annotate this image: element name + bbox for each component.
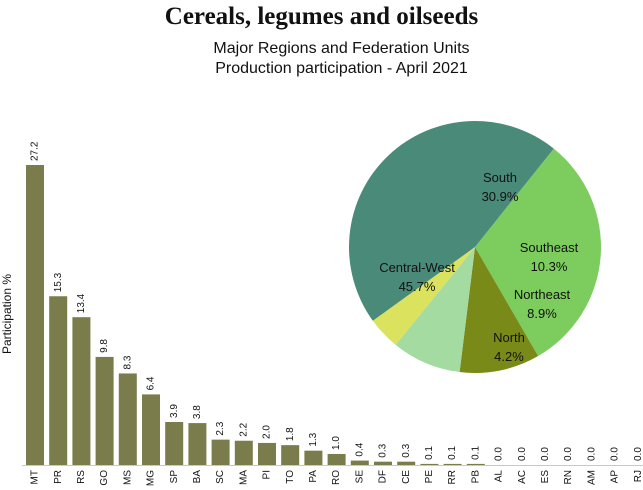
- bar-CE: [397, 461, 416, 465]
- x-tick-label: RR: [447, 470, 458, 484]
- pie-slice-southeast: [459, 247, 539, 373]
- pie-slice-value: 45.7%: [399, 279, 436, 294]
- bar-value-label: 8.3: [122, 355, 133, 369]
- bar-value-label: 0.4: [354, 442, 365, 456]
- bar-value-label: 1.8: [285, 427, 296, 441]
- bar-value-label: 0.1: [424, 446, 435, 460]
- bar-RS: [72, 317, 91, 465]
- bar-value-label: 0.0: [610, 447, 621, 461]
- bar-DF: [374, 461, 392, 465]
- chart-title: Cereals, legumes and oilseeds: [164, 3, 479, 30]
- bar-value-label: 0.0: [586, 447, 597, 461]
- pie-slice-label: South: [483, 170, 517, 185]
- bar-BA: [188, 423, 207, 465]
- pie-slice-value: 10.3%: [531, 259, 568, 274]
- x-tick-label: MS: [122, 470, 133, 485]
- bar-RO: [327, 453, 346, 465]
- pie-slice-northeast: [395, 247, 475, 373]
- x-tick-label: TO: [285, 470, 296, 484]
- bar-PA: [304, 450, 323, 465]
- bar-value-label: 2.0: [262, 425, 273, 439]
- bar-value-label: 2.3: [215, 421, 226, 435]
- bar-value-label: 2.2: [238, 422, 249, 436]
- x-tick-label: AP: [610, 470, 621, 484]
- bar-value-label: 27.2: [30, 141, 41, 161]
- x-tick-label: RS: [76, 470, 87, 484]
- x-tick-label: GO: [99, 470, 110, 486]
- bar-value-label: 15.3: [53, 272, 64, 292]
- bar-value-label: 0.0: [540, 447, 551, 461]
- bar-GO: [95, 356, 114, 465]
- x-tick-label: AM: [586, 470, 597, 485]
- x-tick-label: SP: [169, 470, 180, 484]
- x-tick-label: SE: [354, 470, 365, 484]
- pie-slice-north: [372, 247, 475, 345]
- bar-SP: [165, 421, 184, 465]
- bar-TO: [281, 445, 300, 465]
- x-tick-label: DF: [378, 470, 389, 483]
- x-tick-label: PB: [470, 470, 481, 484]
- bar-value-label: 1.3: [308, 432, 319, 446]
- bar-MA: [234, 440, 253, 465]
- bar-MS: [118, 373, 137, 465]
- x-tick-label: MA: [238, 470, 249, 485]
- bar-value-label: 0.1: [470, 446, 481, 460]
- pie-slice-label: Central-West: [379, 260, 455, 275]
- x-tick-label: RO: [331, 470, 342, 485]
- bar-SC: [211, 439, 230, 465]
- x-tick-label: RN: [563, 470, 574, 484]
- bar-RR: [443, 463, 462, 465]
- pie-chart: South 30.9% Southeast 10.3% Northeast 8.9%Nor…: [349, 121, 602, 373]
- x-tick-label: MT: [30, 470, 41, 484]
- x-tick-label: RJ: [633, 470, 643, 482]
- bar-value-label: 0.0: [517, 447, 528, 461]
- x-tick-label: MG: [146, 470, 157, 486]
- x-tick-label: BA: [192, 470, 203, 484]
- pie-slice-label: Southeast: [520, 240, 579, 255]
- bar-value-label: 0.3: [401, 443, 412, 457]
- pie-slice-value: 8.9%: [527, 306, 557, 321]
- bar-value-label: 0.1: [447, 446, 458, 460]
- bar-value-label: 3.8: [192, 405, 203, 419]
- bar-PI: [258, 442, 276, 465]
- pie-slice-label: North: [493, 330, 525, 345]
- pie-slice-central-west: [349, 121, 554, 321]
- bar-value-label: 9.8: [99, 339, 110, 353]
- bar-PE: [420, 463, 439, 465]
- bar-value-label: 13.4: [76, 293, 87, 313]
- chart-subtitle-line-2: Production participation - April 2021: [215, 60, 468, 77]
- bar-value-label: 1.0: [331, 436, 342, 450]
- pie-slice-label: Northeast: [514, 287, 571, 302]
- x-tick-label: ES: [540, 470, 551, 484]
- pie-slice-value: 4.2%: [494, 349, 524, 364]
- x-tick-label: PI: [262, 470, 273, 479]
- x-tick-label: PE: [424, 470, 435, 484]
- bar-PR: [49, 296, 68, 465]
- bar-value-label: 0.0: [633, 447, 643, 461]
- bar-PB: [466, 463, 485, 465]
- x-tick-label: PR: [53, 470, 64, 484]
- bar-value-label: 6.4: [146, 376, 157, 390]
- pie-slice-value: 30.9%: [482, 189, 519, 204]
- x-tick-label: PA: [308, 470, 319, 483]
- bar-value-label: 0.0: [494, 447, 505, 461]
- bar-MG: [142, 394, 160, 465]
- bar-chart: 27.2 MT 15.3 PR 13.4 RS 9.8 GO 8.3 MS 6.4 MG 3.9 SP 3.…: [22, 141, 643, 486]
- bar-value-label: 0.0: [563, 447, 574, 461]
- bar-SE: [350, 460, 369, 465]
- bar-MT: [26, 165, 44, 465]
- x-tick-label: CE: [401, 470, 412, 484]
- x-tick-label: SC: [215, 470, 226, 484]
- x-tick-label: AL: [494, 470, 505, 483]
- bar-value-label: 3.9: [169, 404, 180, 418]
- bar-value-label: 0.3: [378, 443, 389, 457]
- pie-slice-south: [475, 148, 602, 357]
- chart-subtitle-line-1: Major Regions and Federation Units: [213, 40, 470, 57]
- x-tick-label: AC: [517, 470, 528, 484]
